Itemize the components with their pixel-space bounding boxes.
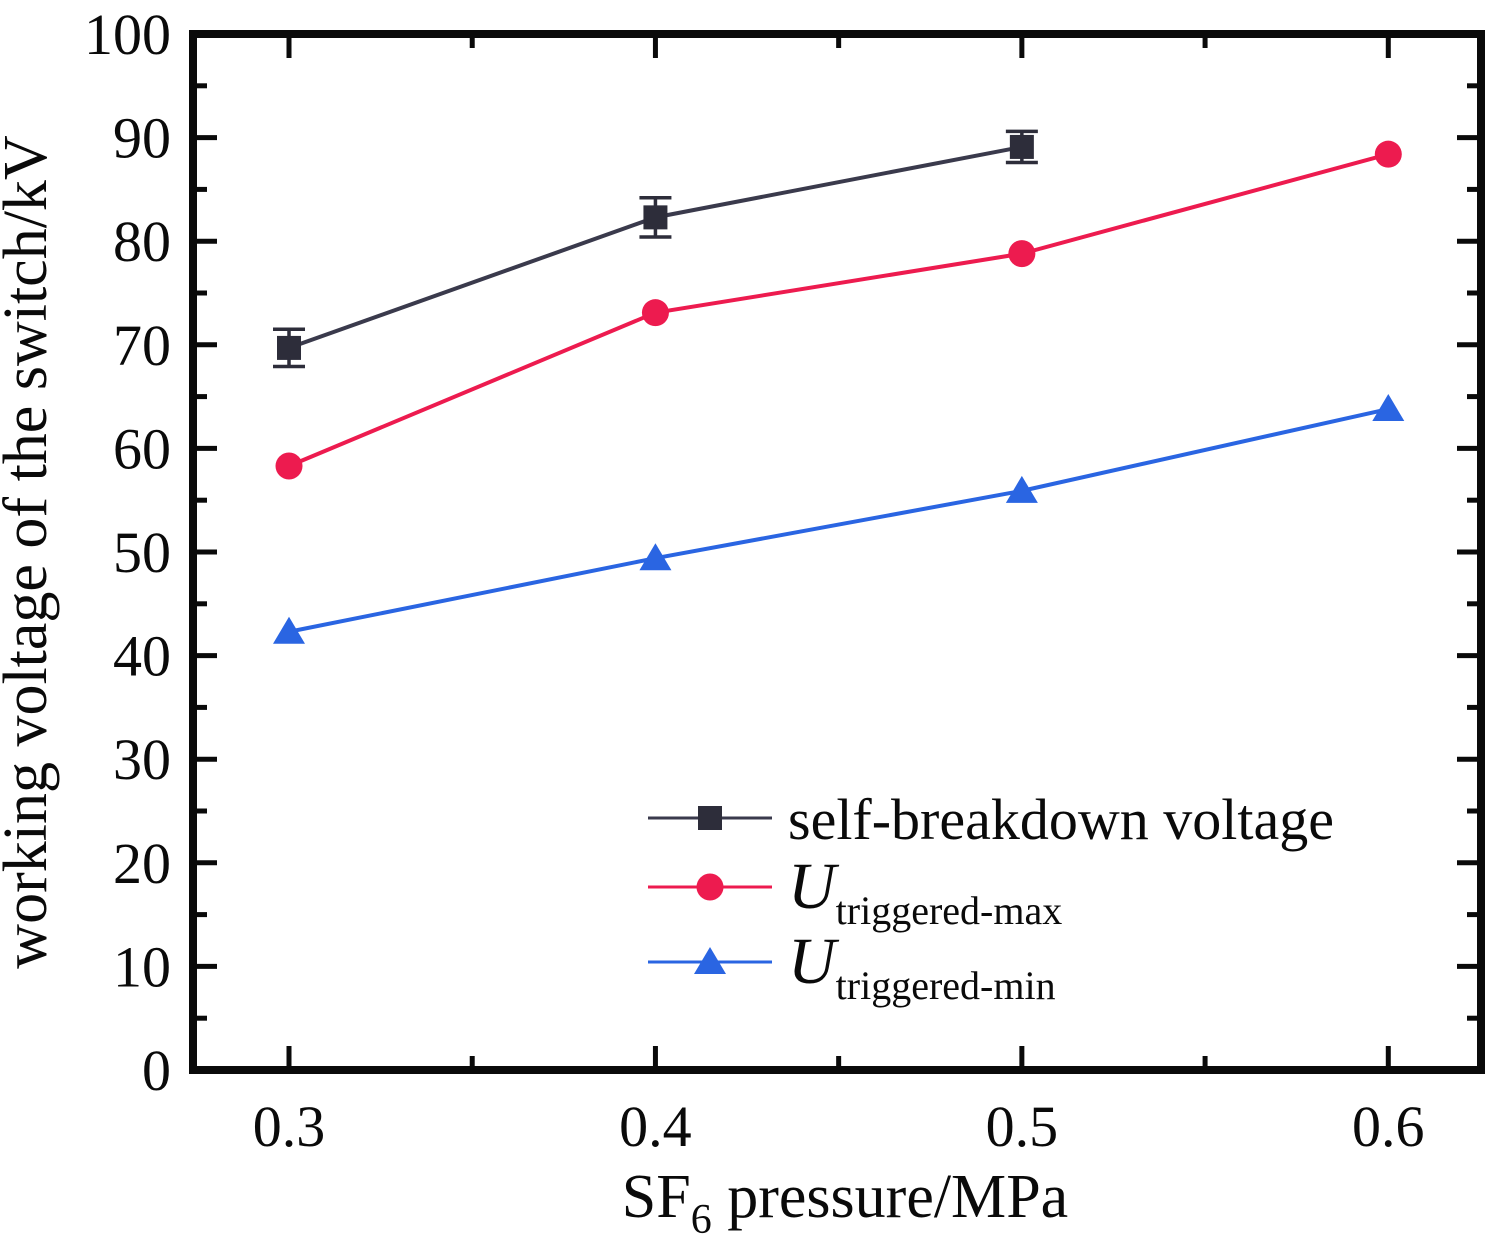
triangle-marker — [1005, 475, 1038, 503]
y-tick-label: 40 — [113, 624, 171, 689]
legend-entry-u-triggered-max: Utriggered-max — [648, 850, 1062, 933]
legend-entry-u-triggered-min: Utriggered-min — [648, 925, 1056, 1008]
legend-label: Utriggered-max — [788, 850, 1062, 933]
tick-labels: 0 10 20 30 40 50 60 70 80 90 100 0.3 0.4 0.5 0.6 — [84, 2, 1425, 1159]
legend: self-breakdown voltageUtriggered-maxUtri… — [648, 787, 1334, 1008]
y-tick-label: 90 — [113, 106, 171, 171]
triangle-marker — [639, 543, 672, 571]
square-marker — [643, 205, 668, 230]
circle-marker — [275, 452, 303, 480]
y-axis-title: working voltage of the switch/kV — [0, 135, 60, 969]
y-tick-label: 60 — [113, 416, 171, 481]
circle-marker — [1374, 140, 1402, 168]
circle-marker — [1008, 240, 1036, 268]
series-u-triggered-min — [273, 394, 1405, 644]
x-tick-label: 0.5 — [986, 1094, 1059, 1159]
series-u-triggered-max — [275, 140, 1402, 480]
axis-ticks — [193, 34, 1481, 1070]
legend-label: Utriggered-min — [788, 925, 1056, 1008]
y-tick-label: 100 — [84, 2, 171, 67]
y-tick-label: 70 — [113, 313, 171, 378]
y-tick-label: 80 — [113, 209, 171, 274]
x-tick-label: 0.4 — [619, 1094, 692, 1159]
x-tick-label: 0.6 — [1352, 1094, 1425, 1159]
legend-entry-self-breakdown-voltage: self-breakdown voltage — [648, 787, 1334, 852]
triangle-marker — [1372, 394, 1405, 422]
series-line — [288, 407, 1389, 634]
legend-label: self-breakdown voltage — [788, 787, 1334, 852]
y-tick-label: 0 — [142, 1038, 171, 1103]
circle-marker — [696, 873, 724, 901]
series-line — [288, 152, 1389, 468]
y-tick-label: 30 — [113, 727, 171, 792]
square-marker — [277, 335, 302, 360]
y-tick-label: 20 — [113, 831, 171, 896]
square-marker — [1009, 134, 1034, 159]
triangle-marker — [694, 947, 726, 974]
series-self-breakdown-voltage — [273, 129, 1038, 369]
triangle-marker — [273, 616, 306, 644]
square-marker — [698, 806, 722, 830]
y-tick-label: 50 — [113, 520, 171, 585]
x-tick-label: 0.3 — [253, 1094, 326, 1159]
y-tick-label: 10 — [113, 934, 171, 999]
x-axis-title: SF6 pressure/MPa — [622, 1163, 1068, 1243]
circle-marker — [641, 299, 669, 327]
